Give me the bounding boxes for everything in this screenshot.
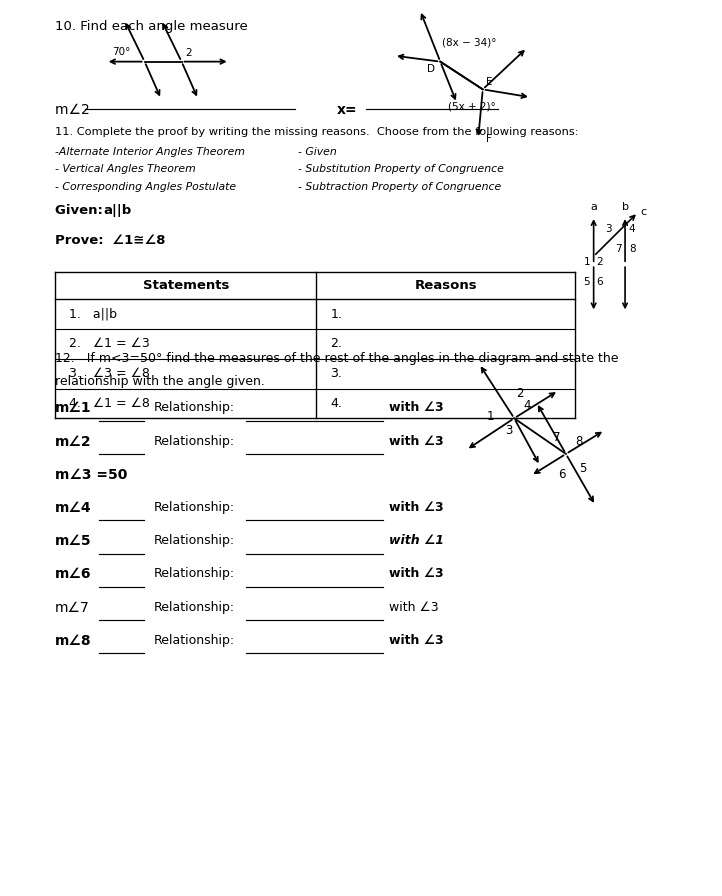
Text: 7: 7 bbox=[614, 244, 622, 254]
Text: 2: 2 bbox=[186, 47, 192, 57]
Text: 2: 2 bbox=[516, 387, 523, 401]
Text: 12.   If m<3=50° find the measures of the rest of the angles in the diagram and : 12. If m<3=50° find the measures of the … bbox=[55, 352, 619, 365]
Text: m∠1: m∠1 bbox=[55, 401, 92, 416]
Text: Relationship:: Relationship: bbox=[154, 567, 235, 581]
Text: with ∠3: with ∠3 bbox=[388, 435, 443, 448]
Text: 1: 1 bbox=[583, 256, 590, 267]
Text: relationship with the angle given.: relationship with the angle given. bbox=[55, 375, 265, 388]
Text: Relationship:: Relationship: bbox=[154, 401, 235, 415]
Text: F: F bbox=[485, 134, 492, 144]
Text: 8: 8 bbox=[629, 244, 635, 254]
Text: 1: 1 bbox=[487, 409, 494, 423]
Text: - Corresponding Angles Postulate: - Corresponding Angles Postulate bbox=[55, 182, 236, 192]
Text: a||b: a||b bbox=[103, 204, 131, 218]
Text: 10. Find each angle measure: 10. Find each angle measure bbox=[55, 20, 248, 33]
Text: 3.: 3. bbox=[331, 367, 342, 380]
Text: ∠1≅∠8: ∠1≅∠8 bbox=[103, 234, 165, 247]
Text: m∠3 =50: m∠3 =50 bbox=[55, 468, 127, 482]
Text: 3: 3 bbox=[606, 224, 612, 234]
Text: 5: 5 bbox=[583, 277, 590, 287]
Text: Relationship:: Relationship: bbox=[154, 435, 235, 448]
Text: 3.   ∠3 = ∠8: 3. ∠3 = ∠8 bbox=[69, 367, 149, 380]
Text: 2.   ∠1 = ∠3: 2. ∠1 = ∠3 bbox=[69, 338, 149, 350]
Text: with ∠3: with ∠3 bbox=[388, 501, 443, 514]
Text: Relationship:: Relationship: bbox=[154, 633, 235, 647]
Text: b: b bbox=[622, 202, 629, 212]
Text: m∠8: m∠8 bbox=[55, 633, 92, 648]
Text: m∠6: m∠6 bbox=[55, 567, 92, 582]
Text: with ∠3: with ∠3 bbox=[388, 633, 443, 647]
Text: m∠4: m∠4 bbox=[55, 501, 92, 515]
Text: 5: 5 bbox=[579, 461, 586, 475]
Text: 4: 4 bbox=[629, 224, 635, 234]
Text: 1.: 1. bbox=[331, 307, 342, 321]
Text: (8x − 34)°: (8x − 34)° bbox=[442, 38, 497, 47]
Text: 11. Complete the proof by writing the missing reasons.  Choose from the followin: 11. Complete the proof by writing the mi… bbox=[55, 127, 578, 137]
Text: - Substitution Property of Congruence: - Substitution Property of Congruence bbox=[298, 164, 504, 174]
Text: 4.   ∠1 = ∠8: 4. ∠1 = ∠8 bbox=[69, 397, 149, 409]
Text: D: D bbox=[427, 64, 435, 73]
Text: Relationship:: Relationship: bbox=[154, 534, 235, 547]
Text: with ∠3: with ∠3 bbox=[388, 401, 443, 415]
Text: x=: x= bbox=[336, 103, 357, 117]
Text: 2: 2 bbox=[596, 256, 603, 267]
Text: Prove:: Prove: bbox=[55, 234, 108, 247]
Text: with ∠1: with ∠1 bbox=[388, 534, 443, 547]
Text: Given:: Given: bbox=[55, 204, 108, 218]
Text: 4.: 4. bbox=[331, 397, 342, 409]
Text: 70°: 70° bbox=[113, 47, 131, 56]
Text: 6: 6 bbox=[596, 277, 603, 287]
Text: (5x + 2)°: (5x + 2)° bbox=[448, 101, 495, 111]
Text: c: c bbox=[640, 207, 647, 217]
Text: Reasons: Reasons bbox=[414, 279, 477, 292]
Text: -Alternate Interior Angles Theorem: -Alternate Interior Angles Theorem bbox=[55, 147, 245, 157]
Text: 1.   a||b: 1. a||b bbox=[69, 307, 117, 321]
Text: Statements: Statements bbox=[142, 279, 229, 292]
Text: 6: 6 bbox=[559, 468, 566, 481]
Text: 8: 8 bbox=[575, 435, 583, 448]
Text: with ∠3: with ∠3 bbox=[388, 600, 438, 614]
Text: Relationship:: Relationship: bbox=[154, 501, 235, 514]
Text: m∠2: m∠2 bbox=[55, 103, 94, 117]
Text: 4: 4 bbox=[523, 400, 531, 412]
Text: Relationship:: Relationship: bbox=[154, 600, 235, 614]
Text: with ∠3: with ∠3 bbox=[388, 567, 443, 581]
Text: m∠2: m∠2 bbox=[55, 435, 92, 449]
Text: m∠5: m∠5 bbox=[55, 534, 92, 548]
Text: E: E bbox=[485, 77, 492, 88]
Text: a: a bbox=[590, 202, 597, 212]
Text: m∠7: m∠7 bbox=[55, 600, 90, 615]
Text: - Given: - Given bbox=[298, 147, 336, 157]
Text: 7: 7 bbox=[553, 431, 560, 444]
Text: - Subtraction Property of Congruence: - Subtraction Property of Congruence bbox=[298, 182, 501, 192]
Text: 3: 3 bbox=[505, 424, 513, 437]
Text: 2.: 2. bbox=[331, 338, 342, 350]
Text: - Vertical Angles Theorem: - Vertical Angles Theorem bbox=[55, 164, 196, 174]
